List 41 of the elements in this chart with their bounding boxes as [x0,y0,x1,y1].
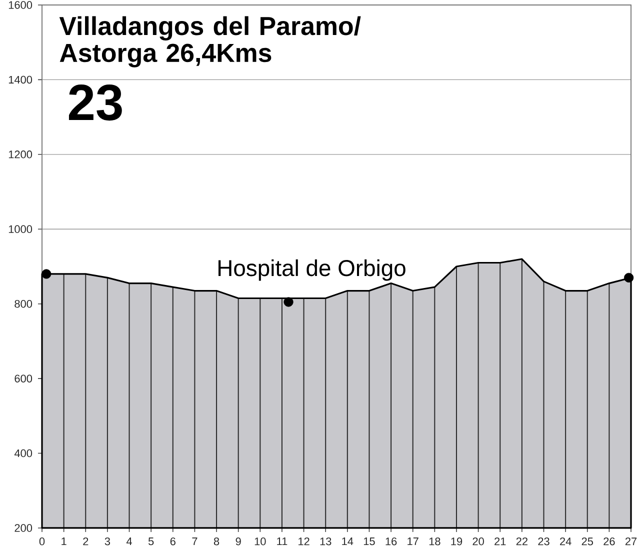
annotation: Hospital de Orbigo [218,259,406,281]
y-tick-label: 200 [14,524,32,532]
x-tick-label: 14 [342,538,354,546]
y-tick-label: 1400 [8,76,32,84]
x-tick-label: 17 [408,538,418,546]
x-tick-label: 22 [516,538,528,546]
x-tick-label: 25 [582,538,593,546]
x-tick-label: 10 [254,538,266,546]
x-tick-label: 20 [472,538,484,546]
x-tick-label: 3 [104,538,110,546]
x-tick-label: 5 [148,538,154,546]
x-tick-label: 21 [494,538,506,546]
x-tick-label: 9 [236,538,241,546]
x-tick-label: 26 [604,538,615,546]
x-tick-label: 11 [277,538,288,546]
y-tick-label: 800 [14,300,32,308]
x-tick-label: 4 [126,538,132,546]
x-tick-label: 1 [62,538,66,546]
y-tick-label: 1600 [8,1,32,9]
x-tick-label: 16 [386,538,397,546]
x-tick-label: 6 [170,538,176,546]
x-tick-label: 0 [39,538,45,546]
x-tick-label: 15 [364,538,375,546]
x-tick-label: 13 [320,538,332,546]
text: 23 [68,84,122,121]
y-tick-label: 1000 [8,225,32,234]
y-tick-label: 400 [14,449,32,458]
x-tick-label: 2 [83,538,88,546]
x-tick-label: 18 [429,538,440,546]
y-tick-label: 1200 [8,150,32,158]
x-tick-label: 24 [560,538,572,546]
x-tick-label: 8 [214,538,220,546]
x-tick-label: 23 [538,538,550,546]
x-tick-label: 27 [625,538,637,546]
y-tick-label: 600 [14,374,32,382]
point [284,297,294,307]
point [42,269,52,279]
text: Villadangos del Paramo/ Astorga 26,4Kms [59,16,361,68]
x-tick-label: 19 [451,538,462,546]
x-tick-label: 7 [192,538,198,546]
x-tick-label: 12 [298,538,310,546]
